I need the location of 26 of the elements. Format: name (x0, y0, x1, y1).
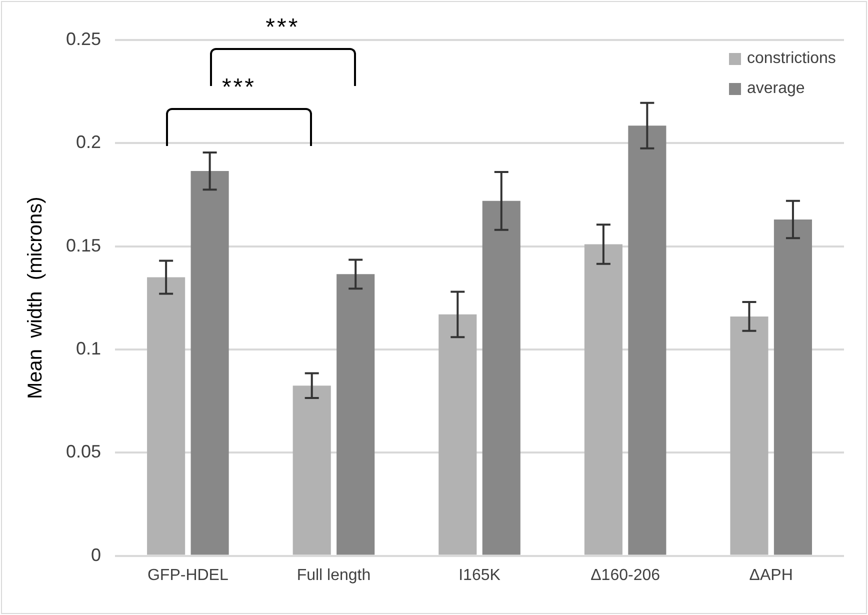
bar (292, 386, 331, 555)
x-tick-label: GFP-HDEL (147, 566, 228, 584)
x-tick-label: ΔAPH (749, 566, 793, 584)
bar (628, 126, 666, 555)
annotation: *** (222, 74, 256, 102)
y-tick-label: 0.1 (76, 338, 102, 358)
bar (190, 171, 229, 555)
bar (584, 244, 622, 555)
y-tick-label: 0.2 (76, 132, 102, 152)
bar (147, 277, 186, 555)
y-tick-label: 0.05 (66, 442, 102, 462)
bar (438, 314, 477, 555)
y-tick-label: 0 (91, 544, 102, 565)
legend-label: average (747, 79, 805, 99)
annotation: *** (266, 14, 300, 42)
bar (482, 200, 520, 555)
legend-label: constrictions (747, 49, 836, 69)
bar (336, 274, 375, 555)
y-tick-label: 0.15 (66, 235, 102, 256)
x-tick-label: Δ160-206 (590, 566, 660, 584)
bar (774, 220, 812, 555)
bar (730, 316, 768, 555)
x-tick-label: I165K (458, 566, 501, 584)
y-tick-label: 0.25 (66, 28, 102, 49)
x-tick-label: Full length (296, 566, 371, 584)
y-axis-title: Mean width (microns) (24, 196, 47, 400)
